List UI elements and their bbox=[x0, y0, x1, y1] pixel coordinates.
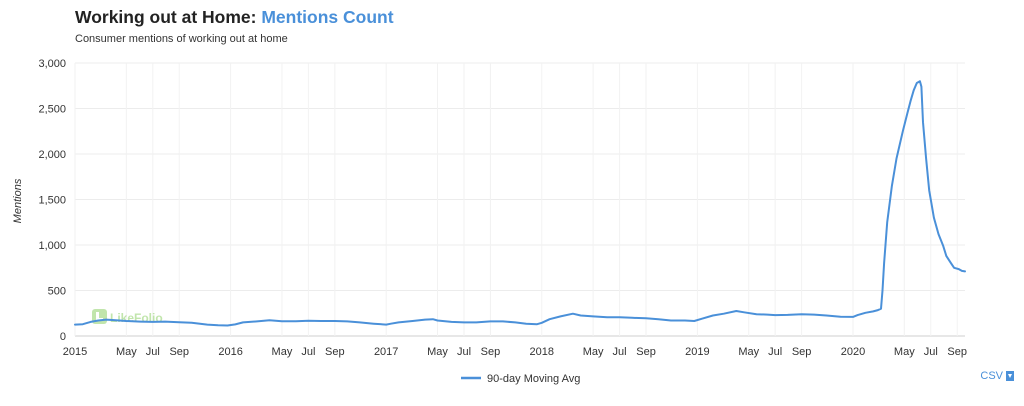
y-tick-label: 1,500 bbox=[38, 195, 66, 207]
x-tick-label: May bbox=[427, 346, 448, 358]
csv-label: CSV bbox=[980, 370, 1003, 382]
y-tick-label: 500 bbox=[48, 286, 66, 298]
x-tick-label: 2018 bbox=[530, 346, 554, 358]
chart-title-accent: Mentions Count bbox=[261, 7, 394, 27]
x-tick-label: Sep bbox=[792, 346, 812, 358]
x-tick-label: Sep bbox=[481, 346, 501, 358]
download-icon bbox=[1006, 371, 1014, 381]
x-tick-label: Sep bbox=[325, 346, 345, 358]
series-line-90-day-moving-avg bbox=[74, 80, 966, 327]
chart-title-prefix: Working out at Home: bbox=[75, 7, 262, 27]
x-tick-label: 2019 bbox=[685, 346, 709, 358]
x-tick-label: 2016 bbox=[218, 346, 242, 358]
x-tick-label: Jul bbox=[924, 346, 938, 358]
y-tick-label: 0 bbox=[60, 331, 66, 343]
x-tick-label: 2015 bbox=[63, 346, 87, 358]
chart-subtitle: Consumer mentions of working out at home bbox=[75, 33, 288, 45]
x-tick-label: May bbox=[583, 346, 604, 358]
x-tick-label: May bbox=[116, 346, 137, 358]
likefolio-logo-mark bbox=[96, 312, 99, 321]
y-tick-label: 2,000 bbox=[38, 149, 66, 161]
chart-legend[interactable]: 90-day Moving Avg bbox=[461, 373, 580, 385]
y-tick-label: 2,500 bbox=[38, 104, 66, 116]
csv-download-button[interactable]: CSV bbox=[980, 370, 1014, 382]
x-tick-label: Jul bbox=[146, 346, 160, 358]
x-tick-label: May bbox=[738, 346, 759, 358]
y-tick-label: 1,000 bbox=[38, 240, 66, 252]
y-tick-label: 3,000 bbox=[38, 58, 66, 70]
x-tick-label: 2017 bbox=[374, 346, 398, 358]
y-axis-label: Mentions bbox=[12, 178, 24, 223]
x-tick-label: Sep bbox=[636, 346, 656, 358]
x-tick-label: Sep bbox=[169, 346, 189, 358]
likefolio-logo-text: LikeFolio bbox=[110, 311, 163, 325]
x-tick-label: Jul bbox=[768, 346, 782, 358]
x-tick-label: May bbox=[894, 346, 915, 358]
x-tick-label: Jul bbox=[301, 346, 315, 358]
x-tick-label: Jul bbox=[457, 346, 471, 358]
x-tick-label: 2020 bbox=[841, 346, 865, 358]
x-tick-label: Sep bbox=[947, 346, 967, 358]
x-tick-label: Jul bbox=[613, 346, 627, 358]
x-tick-label: May bbox=[272, 346, 293, 358]
legend-label[interactable]: 90-day Moving Avg bbox=[487, 373, 580, 385]
chart-title: Working out at Home: Mentions Count bbox=[75, 7, 394, 28]
